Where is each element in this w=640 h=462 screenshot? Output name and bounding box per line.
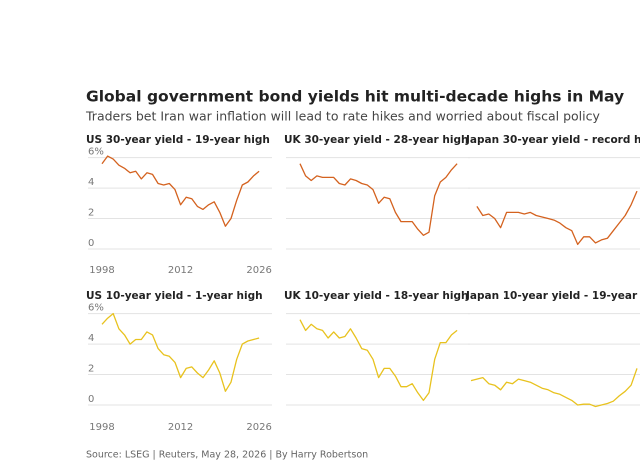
panel-title: Japan 10-year yield - 19-year high — [465, 290, 640, 302]
y-tick-label: 2 — [88, 364, 94, 375]
x-tick-label: 2012 — [168, 422, 193, 433]
line — [470, 368, 638, 408]
chart-subtitle: Traders bet Iran war inflation will lead… — [85, 109, 600, 124]
line — [101, 312, 260, 392]
y-tick-label: 4 — [88, 333, 94, 344]
y-tick-label: 6% — [88, 147, 104, 158]
source: Source: LSEG | Reuters, May 28, 2026 | B… — [86, 450, 368, 461]
panel-title: US 10-year yield - 1-year high — [86, 290, 263, 302]
panel-title: US 30-year yield - 19-year high — [86, 134, 270, 146]
x-tick-label: 2026 — [246, 422, 271, 433]
panel-title: UK 10-year yield - 18-year high — [284, 290, 468, 302]
panel-title: Japan 30-year yield - record high — [465, 134, 640, 146]
y-tick-label: 0 — [88, 394, 94, 405]
line — [476, 190, 638, 246]
x-tick-label: 1998 — [89, 422, 114, 433]
x-tick-label: 2012 — [168, 265, 193, 276]
y-tick-label: 0 — [88, 238, 94, 249]
line — [101, 155, 260, 227]
y-tick-label: 2 — [88, 208, 94, 219]
line — [299, 319, 458, 402]
x-tick-label: 1998 — [89, 265, 114, 276]
y-tick-label: 6% — [88, 303, 104, 314]
y-tick-label: 4 — [88, 177, 94, 188]
chart-title: Global government bond yields hit multi-… — [86, 88, 624, 106]
line — [299, 163, 458, 236]
x-tick-label: 2026 — [246, 265, 271, 276]
panel-title: UK 30-year yield - 28-year high — [284, 134, 468, 146]
